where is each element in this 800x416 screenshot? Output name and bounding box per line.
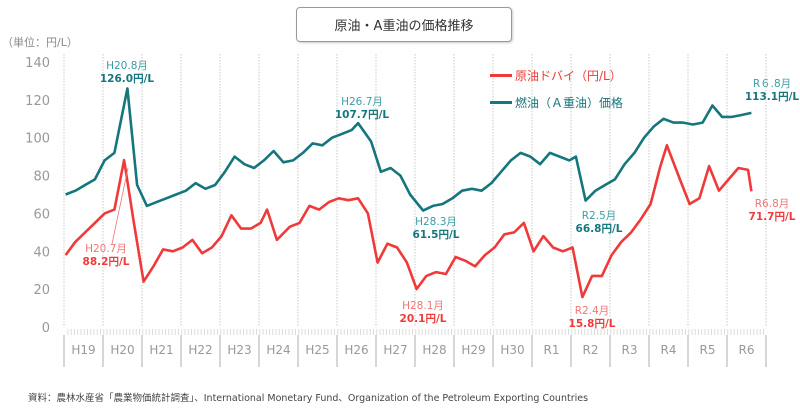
annotation-value: 113.1円/L xyxy=(744,91,800,103)
legend-label-fuel: 燃油（Ａ重油）価格 xyxy=(515,96,624,110)
x-tick-label: H22 xyxy=(188,343,212,357)
annotation-crude-low-r2: R2.4月 15.8円/L xyxy=(569,305,616,331)
annotation-fuel-peak-h26: H26.7月 107.7円/L xyxy=(335,96,389,122)
x-tick-label: R2 xyxy=(583,343,599,357)
annotation-month: H28.3月 xyxy=(415,216,457,228)
x-tick-label: H29 xyxy=(461,343,485,357)
annotation-value: 71.7円/L xyxy=(748,211,796,223)
x-tick-label: H24 xyxy=(266,343,290,357)
x-tick-label: H23 xyxy=(227,343,251,357)
x-tick-label: R5 xyxy=(700,343,716,357)
annotation-leader xyxy=(111,167,129,245)
y-tick-label: 0 xyxy=(42,321,50,336)
annotation-month: R６.8月 xyxy=(752,78,792,90)
series-line-fuel xyxy=(65,87,752,212)
annotation-value: 20.1円/L xyxy=(399,313,447,325)
annotation-month: R2.5月 xyxy=(581,210,617,222)
x-tick-label: H30 xyxy=(500,343,524,357)
y-tick-label: 80 xyxy=(33,170,50,185)
y-tick-label: 40 xyxy=(33,245,50,260)
y-tick-label: 140 xyxy=(25,56,50,71)
annotation-value: 107.7円/L xyxy=(334,109,390,121)
y-tick-label: 20 xyxy=(33,283,50,298)
legend: 原油ドバイ（円/L） 燃油（Ａ重油）価格 xyxy=(490,62,623,116)
annotation-value: 126.0円/L xyxy=(99,73,155,85)
legend-swatch-fuel xyxy=(490,101,512,104)
annotation-crude-low-h28: H28.1月 20.1円/L xyxy=(400,300,447,326)
y-tick-label: 60 xyxy=(33,207,50,222)
y-tick-label: 120 xyxy=(25,94,50,109)
x-tick-label: R1 xyxy=(544,343,560,357)
chart-title: 原油・A重油の価格推移 xyxy=(296,7,512,42)
legend-label-crude: 原油ドバイ（円/L） xyxy=(515,69,622,83)
x-tick-label: H19 xyxy=(71,343,95,357)
series-line-crude xyxy=(64,144,753,299)
source-note: 資料：農林水産省「農業物価統計調査」、International Monetar… xyxy=(28,393,589,404)
annotation-fuel-low-r2: R2.5月 66.8円/L xyxy=(576,210,623,236)
x-tick-label: H28 xyxy=(422,343,446,357)
annotation-month: H26.7月 xyxy=(341,96,383,108)
x-tick-label: H21 xyxy=(149,343,173,357)
annotation-value: 61.5円/L xyxy=(412,229,460,241)
annotation-value: 88.2円/L xyxy=(82,256,130,268)
legend-item-crude: 原油ドバイ（円/L） xyxy=(490,62,623,89)
x-tick-label: H25 xyxy=(305,343,329,357)
annotation-month: H20.7月 xyxy=(85,243,127,255)
x-tick-label: H27 xyxy=(383,343,407,357)
x-tick-label: H20 xyxy=(110,343,134,357)
x-tick-label: R6 xyxy=(739,343,755,357)
annotation-value: 15.8円/L xyxy=(568,318,616,330)
annotation-month: R6.8月 xyxy=(754,198,790,210)
annotation-value: 66.8円/L xyxy=(575,223,623,235)
legend-item-fuel: 燃油（Ａ重油）価格 xyxy=(490,89,623,116)
annotation-month: H20.8月 xyxy=(106,60,148,72)
x-tick-label: R3 xyxy=(622,343,638,357)
x-tick-label: H26 xyxy=(344,343,368,357)
annotation-month: R2.4月 xyxy=(574,305,610,317)
annotation-crude-peak-h20: H20.7月 88.2円/L xyxy=(83,243,130,269)
annotation-month: H28.1月 xyxy=(402,300,444,312)
legend-swatch-crude xyxy=(490,74,512,77)
annotation-fuel-low-h28: H28.3月 61.5円/L xyxy=(413,216,460,242)
x-tick-label: R4 xyxy=(661,343,677,357)
annotation-crude-latest: R6.8月 71.7円/L xyxy=(749,198,796,224)
y-tick-label: 100 xyxy=(25,132,50,147)
annotation-fuel-latest: R６.8月 113.1円/L xyxy=(745,78,799,104)
annotation-fuel-peak-h20: H20.8月 126.0円/L xyxy=(100,60,154,86)
unit-label: （単位：円/L） xyxy=(2,36,78,49)
